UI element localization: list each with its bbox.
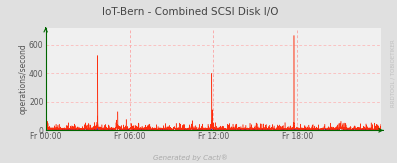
- Text: Generated by Cacti®: Generated by Cacti®: [153, 155, 228, 161]
- Text: IoT-Bern - Combined SCSI Disk I/O: IoT-Bern - Combined SCSI Disk I/O: [102, 7, 279, 17]
- Y-axis label: operations/second: operations/second: [19, 44, 27, 114]
- Text: RRDTOOL / TOBIOETIKER: RRDTOOL / TOBIOETIKER: [390, 39, 395, 107]
